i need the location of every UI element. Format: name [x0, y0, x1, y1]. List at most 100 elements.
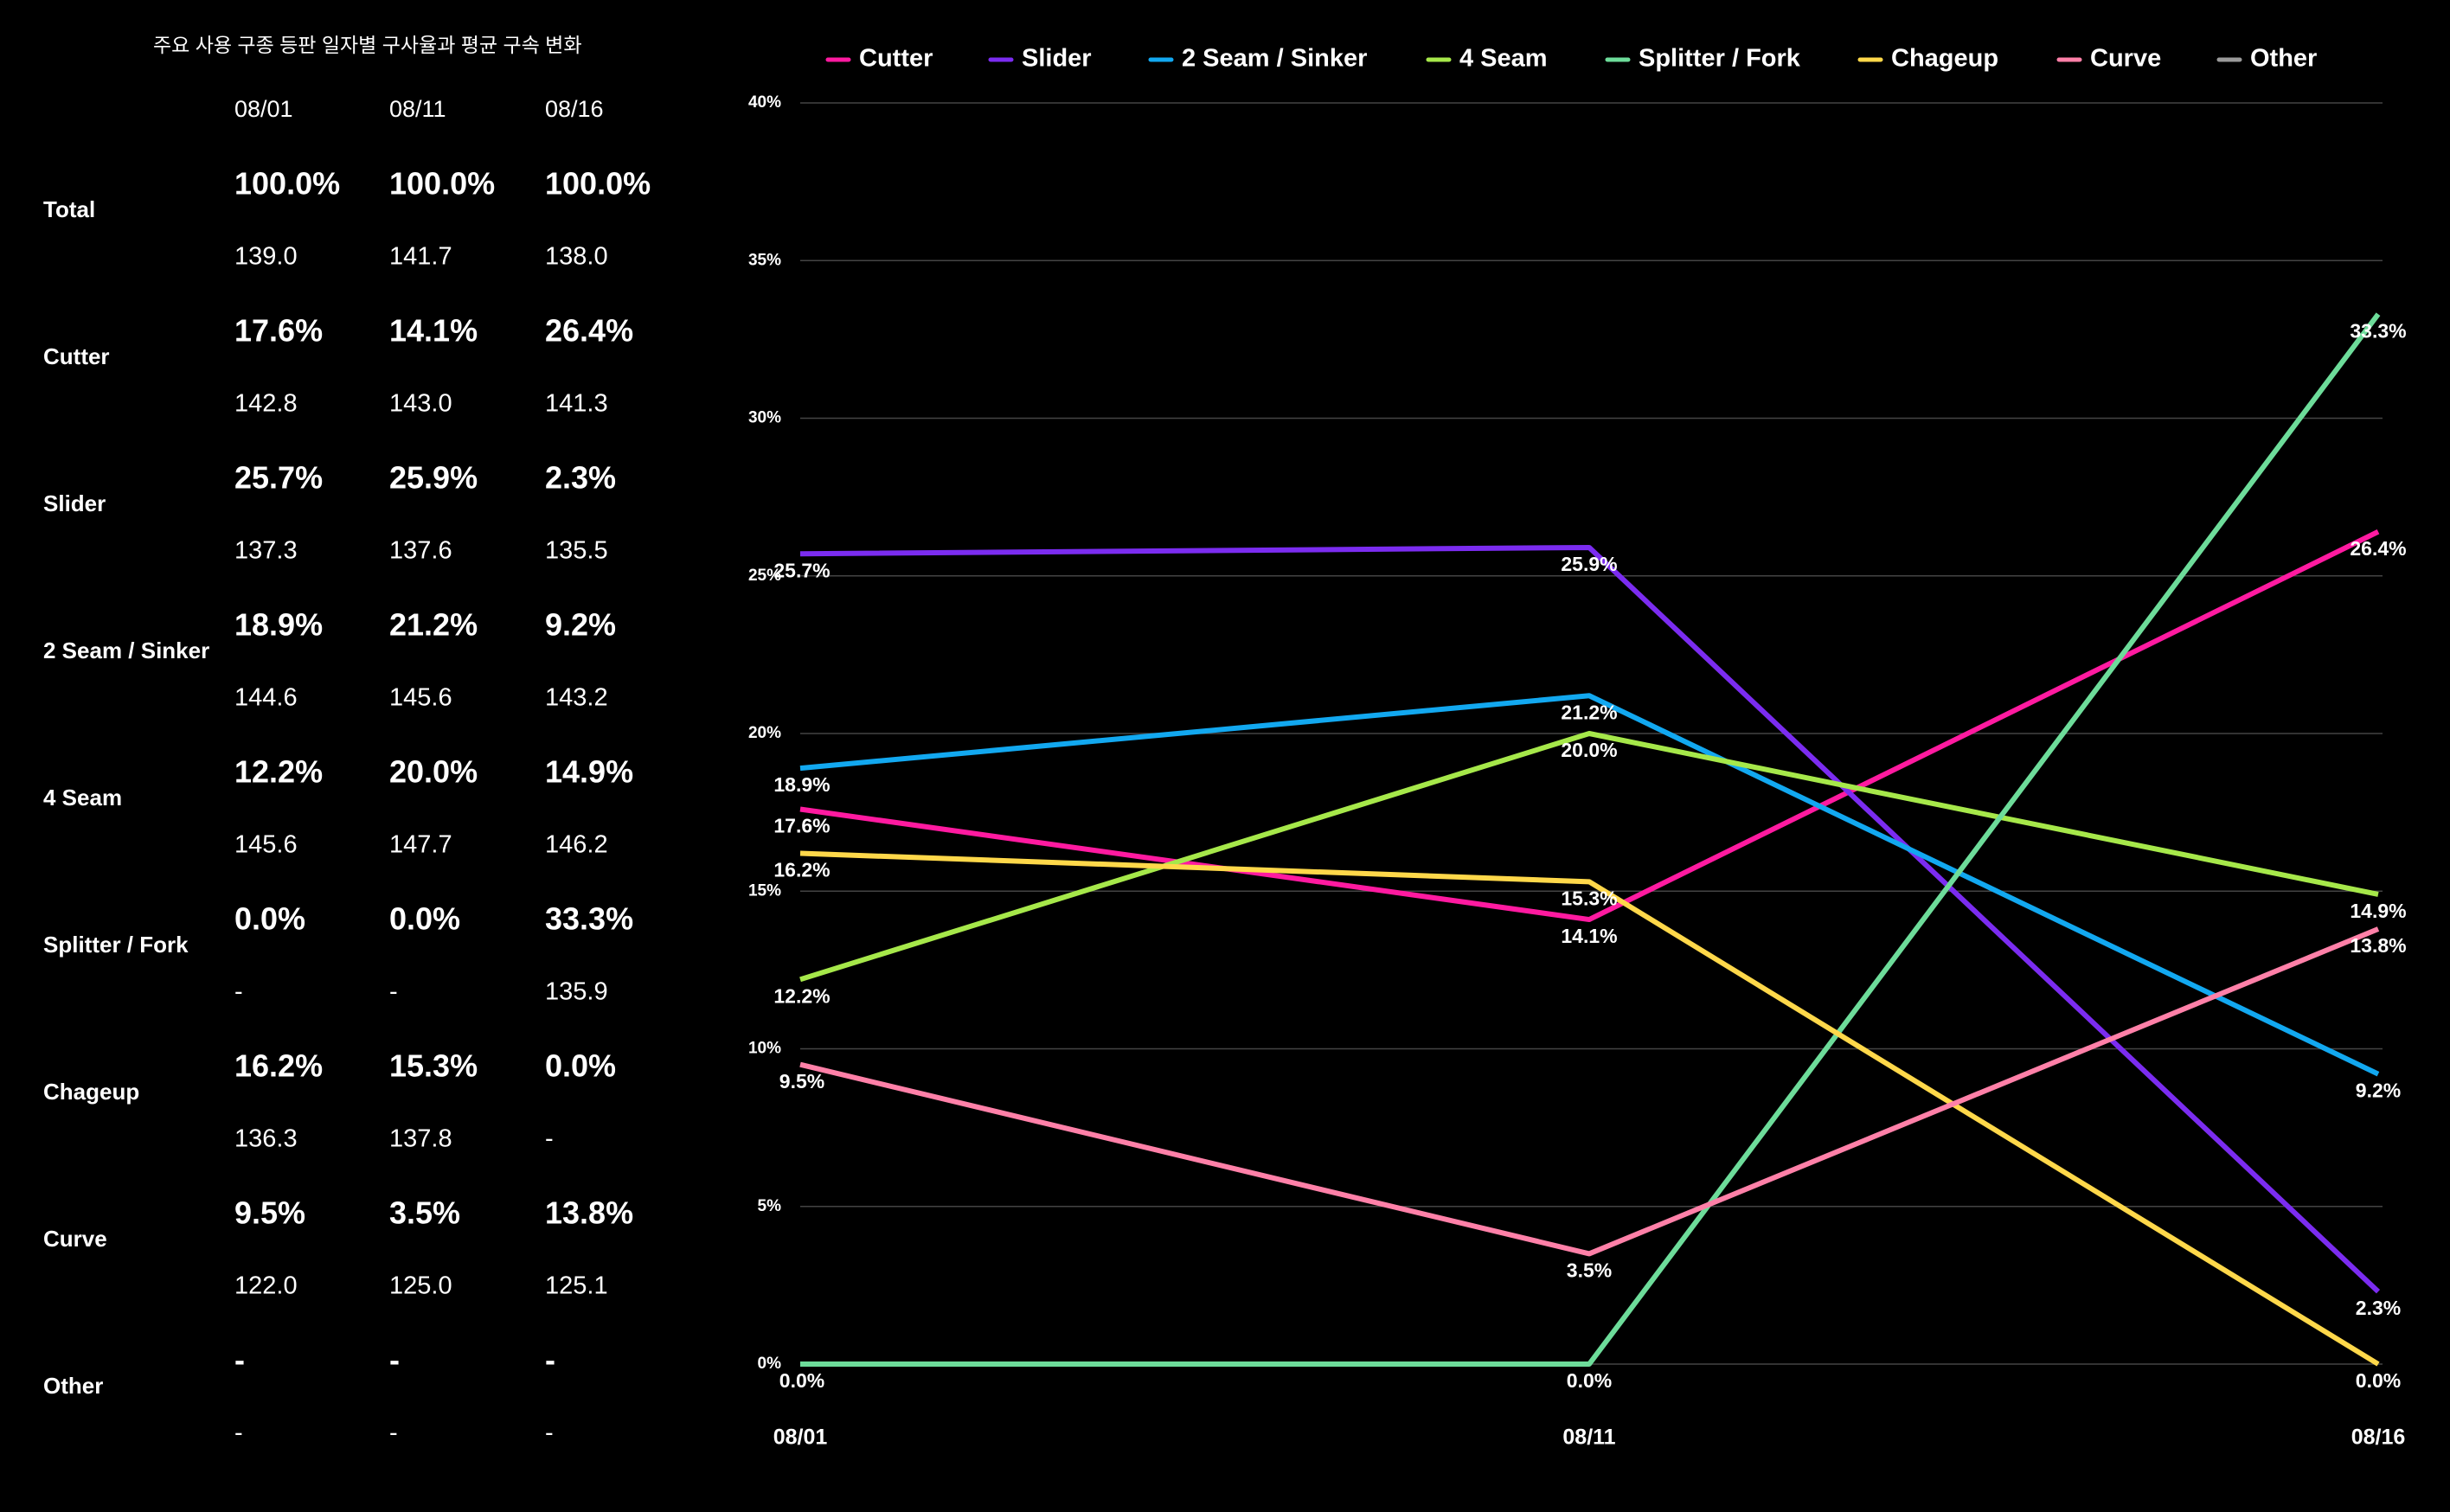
legend-label: Splitter / Fork	[1639, 45, 1801, 73]
row-name: Chageup	[43, 1079, 139, 1105]
speed: 145.6	[234, 831, 298, 859]
share: -	[389, 1342, 400, 1378]
y-tick-label: 40%	[748, 93, 781, 112]
row-name: Total	[43, 196, 95, 222]
table-date: 08/11	[389, 96, 446, 122]
data-label: 16.2%	[773, 859, 830, 881]
speed: -	[234, 978, 243, 1006]
speed: 143.2	[545, 684, 608, 712]
share: 16.2%	[234, 1048, 323, 1084]
speed: 142.8	[234, 390, 298, 418]
data-label: 21.2%	[1561, 701, 1617, 723]
y-tick-label: 30%	[748, 409, 781, 427]
speed: -	[389, 978, 398, 1006]
row-name: Slider	[43, 490, 106, 516]
legend-label: 4 Seam	[1459, 45, 1548, 73]
y-tick-label: 35%	[748, 251, 781, 269]
speed: 139.0	[234, 243, 298, 271]
speed: 141.3	[545, 390, 608, 418]
share: 25.9%	[389, 460, 478, 496]
row-name: 4 Seam	[43, 785, 122, 810]
speed: 138.0	[545, 243, 608, 271]
share: 21.2%	[389, 607, 478, 643]
share: 100.0%	[234, 166, 340, 202]
speed: -	[545, 1125, 554, 1153]
data-label: 14.1%	[1561, 925, 1617, 947]
y-tick-label: 25%	[748, 567, 781, 585]
legend-label: Curve	[2090, 45, 2161, 73]
speed: 137.6	[389, 537, 452, 565]
x-tick-label: 08/11	[1562, 1426, 1615, 1450]
x-tick-label: 08/01	[773, 1426, 828, 1450]
share: 0.0%	[389, 901, 460, 937]
row-name: Other	[43, 1373, 103, 1399]
row-name: Cutter	[43, 343, 110, 369]
x-tick-label: 08/16	[2351, 1426, 2406, 1450]
share: 2.3%	[545, 460, 616, 496]
data-label: 18.9%	[773, 773, 830, 796]
series-line	[799, 544, 2381, 1294]
speed: 125.0	[389, 1272, 452, 1300]
legend-label: Cutter	[859, 45, 933, 73]
speed: 146.2	[545, 831, 608, 859]
data-label: 17.6%	[773, 815, 830, 837]
share: 18.9%	[234, 607, 323, 643]
legend-label: 2 Seam / Sinker	[1182, 45, 1367, 73]
y-tick-label: 20%	[748, 724, 781, 742]
data-label: 15.3%	[1561, 887, 1617, 909]
row-name: 2 Seam / Sinker	[43, 637, 209, 663]
share: 14.1%	[389, 313, 478, 349]
data-label: 25.7%	[773, 559, 830, 581]
speed: 147.7	[389, 831, 452, 859]
data-label: 13.8%	[2350, 934, 2406, 957]
row-name: Splitter / Fork	[43, 932, 189, 958]
data-label: 2.3%	[2356, 1297, 2401, 1319]
share: -	[234, 1342, 245, 1378]
speed: 135.5	[545, 537, 608, 565]
data-label: 26.4%	[2350, 537, 2406, 560]
share: 20.0%	[389, 754, 478, 790]
share: 100.0%	[545, 166, 651, 202]
data-label: 33.3%	[2350, 319, 2406, 342]
share: 15.3%	[389, 1048, 478, 1084]
share: 9.2%	[545, 607, 616, 643]
data-label: 12.2%	[773, 984, 830, 1007]
data-label: 3.5%	[1567, 1259, 1612, 1282]
speed: -	[234, 1419, 243, 1447]
series-line	[800, 312, 2381, 1367]
share: 9.5%	[234, 1195, 305, 1231]
share: -	[545, 1342, 555, 1378]
data-label: 0.0%	[1567, 1369, 1612, 1392]
speed: -	[389, 1419, 398, 1447]
series-line	[799, 731, 2379, 983]
share: 12.2%	[234, 754, 323, 790]
share: 13.8%	[545, 1195, 633, 1231]
speed: 136.3	[234, 1125, 298, 1153]
share: 100.0%	[389, 166, 495, 202]
table-date: 08/16	[545, 96, 604, 122]
series-line	[799, 693, 2380, 1077]
series-line	[799, 850, 2380, 1367]
share: 25.7%	[234, 460, 323, 496]
speed: 137.8	[389, 1125, 452, 1153]
data-label: 9.2%	[2356, 1080, 2401, 1102]
y-tick-label: 0%	[758, 1355, 782, 1373]
data-label: 0.0%	[779, 1369, 824, 1392]
data-label: 25.9%	[1561, 553, 1617, 575]
speed: 125.1	[545, 1272, 608, 1300]
data-label: 14.9%	[2350, 900, 2406, 922]
share: 0.0%	[545, 1048, 616, 1084]
speed: 143.0	[389, 390, 452, 418]
legend-label: Slider	[1022, 45, 1092, 73]
y-tick-label: 10%	[748, 1040, 781, 1058]
data-label: 0.0%	[2356, 1369, 2401, 1392]
table-title: 주요 사용 구종 등판 일자별 구사율과 평균 구속 변화	[153, 34, 581, 56]
speed: 144.6	[234, 684, 298, 712]
data-label: 9.5%	[779, 1070, 824, 1092]
row-name: Curve	[43, 1226, 107, 1252]
series-line	[799, 926, 2380, 1257]
y-tick-label: 15%	[748, 881, 781, 900]
legend-label: Other	[2250, 45, 2317, 73]
speed: 137.3	[234, 537, 298, 565]
